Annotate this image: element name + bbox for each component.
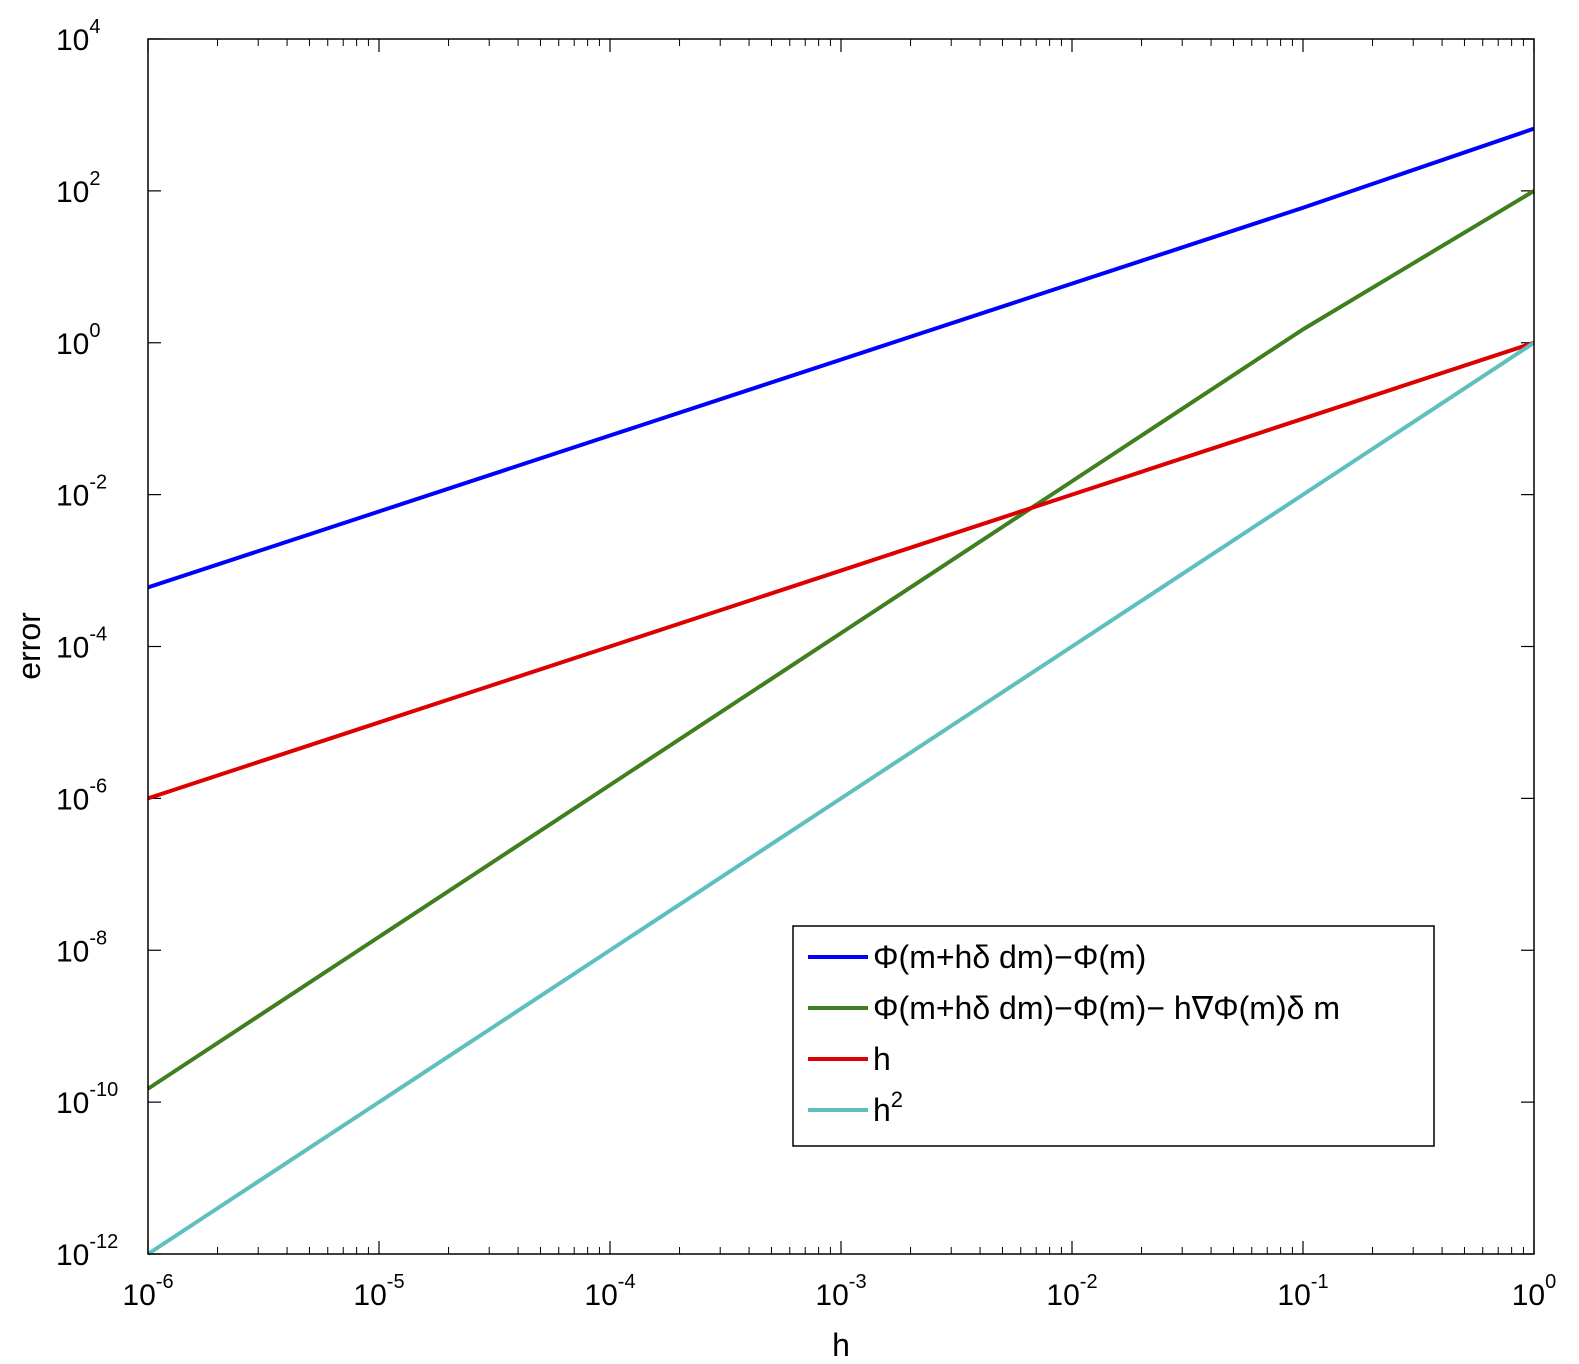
y-axis-label: error	[11, 612, 47, 680]
y-tick-label: 10-12	[56, 1231, 118, 1272]
x-tick-label: 10-1	[1277, 1271, 1328, 1312]
y-tick-label: 100	[56, 320, 101, 361]
y-tick-label: 10-8	[56, 927, 107, 968]
y-tick-label: 10-2	[56, 472, 107, 513]
x-tick-label: 100	[1512, 1271, 1557, 1312]
x-tick-label: 10-2	[1046, 1271, 1097, 1312]
x-tick-labels: 10-6 10-5 10-4 10-3 10-2 10-1 100	[122, 1271, 1556, 1312]
series-line-1	[147, 126, 1535, 590]
minor-ticks	[217, 39, 1524, 1254]
y-tick-label: 102	[56, 168, 101, 209]
y-tick-label: 104	[56, 16, 101, 57]
series-line-4	[146, 341, 1536, 1256]
plot-frame	[147, 38, 1535, 1255]
legend-box	[792, 925, 1435, 1147]
y-tick-label: 10-10	[56, 1079, 118, 1120]
x-axis-label: h	[832, 1327, 850, 1363]
legend-label: h	[873, 1041, 891, 1077]
x-tick-label: 10-6	[122, 1271, 173, 1312]
x-tick-label: 10-5	[353, 1271, 404, 1312]
legend-label: Φ(m+hδ dm)−Φ(m)− h∇Φ(m)δ m	[873, 990, 1340, 1026]
legend-items: Φ(m+hδ dm)−Φ(m) Φ(m+hδ dm)−Φ(m)− h∇Φ(m)δ …	[808, 939, 1340, 1128]
y-tick-label: 10-6	[56, 775, 107, 816]
series-line-3	[147, 340, 1535, 801]
series-line-2	[146, 189, 1536, 1091]
x-tick-label: 10-4	[584, 1271, 635, 1312]
legend-label: Φ(m+hδ dm)−Φ(m)	[873, 939, 1146, 975]
y-tick-labels: 10-12 10-10 10-8 10-6 10-4 10-2 100 102 104	[56, 16, 118, 1272]
y-tick-label: 10-4	[56, 624, 107, 665]
x-tick-label: 10-3	[815, 1271, 866, 1312]
legend-label: h2	[873, 1087, 903, 1128]
legend: Φ(m+hδ dm)−Φ(m) Φ(m+hδ dm)−Φ(m)− h∇Φ(m)δ …	[792, 925, 1435, 1147]
series-layer	[146, 126, 1536, 1256]
